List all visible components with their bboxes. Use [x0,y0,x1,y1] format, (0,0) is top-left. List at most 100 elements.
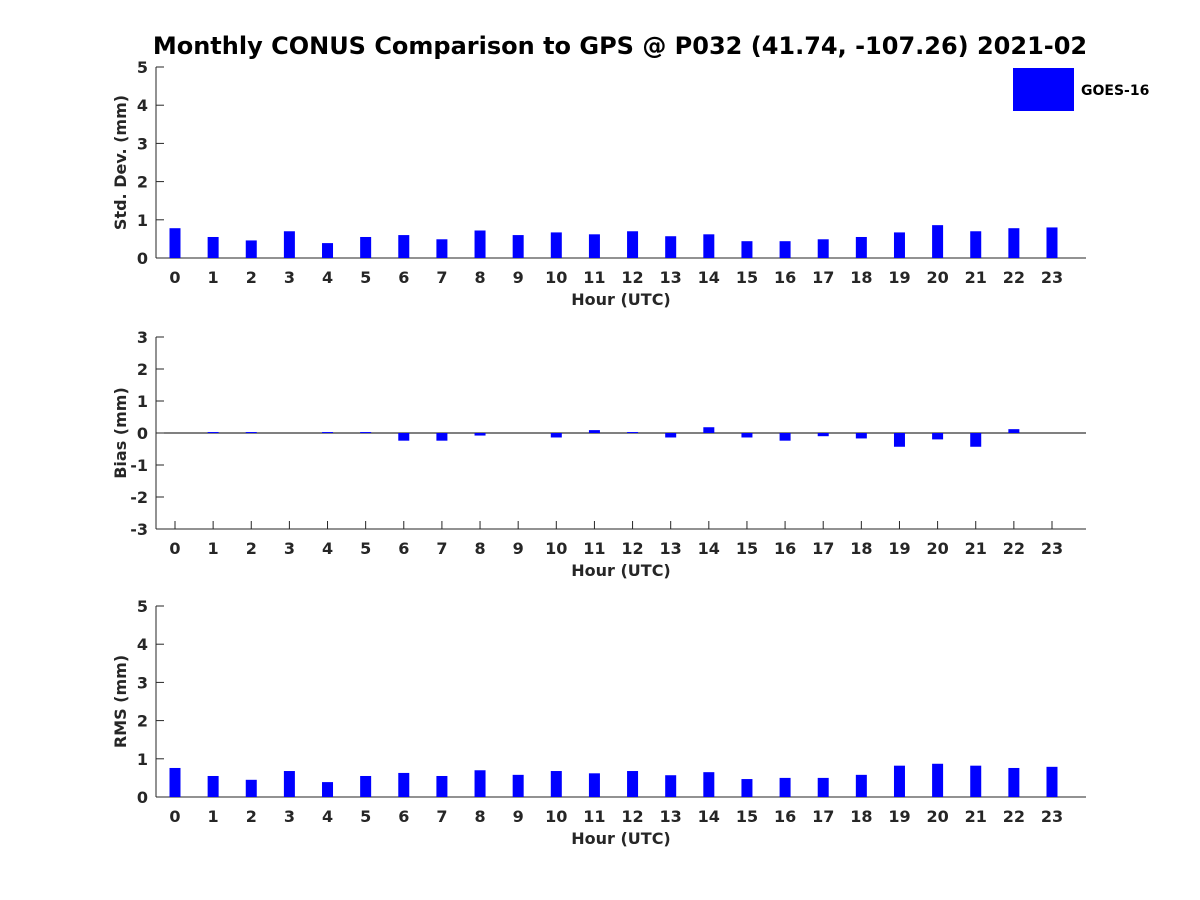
std-dev-x-tick-label: 2 [246,268,257,287]
bias-y-tick-label: 2 [137,360,148,379]
std-dev-x-tick-label: 22 [1003,268,1025,287]
rms-y-tick-label: 0 [137,788,148,807]
std-dev-x-tick-label: 5 [360,268,371,287]
std-dev-bar [1046,227,1058,258]
rms-x-tick-label: 15 [736,807,758,826]
rms-bar [1046,766,1058,797]
std-dev-x-tick-label: 17 [812,268,834,287]
std-dev-bar [245,240,257,258]
legend: GOES-16 [1013,68,1149,111]
std-dev-y-tick-label: 5 [137,58,148,77]
rms-x-tick-label: 17 [812,807,834,826]
bias-bar [627,432,639,434]
bias-x-tick-label: 14 [698,539,720,558]
rms-x-tick-label: 19 [888,807,910,826]
bias-bar [436,433,448,441]
rms-x-tick-label: 9 [513,807,524,826]
bias-bar [245,432,257,434]
rms-bar [436,775,448,797]
std-dev-bar [893,232,905,258]
rms-bar [665,775,677,797]
bias-bar [741,433,753,438]
bias-bar [703,427,715,433]
bias-x-tick-label: 2 [246,539,257,558]
rms-bar [893,765,905,797]
rms-x-tick-label: 21 [965,807,987,826]
bias-x-tick-label: 0 [169,539,180,558]
rms-bar [245,779,257,797]
legend-swatch [1013,68,1074,111]
bias-x-tick-label: 23 [1041,539,1063,558]
rms-y-tick-label: 3 [137,673,148,692]
rms-bar [322,782,334,797]
rms-x-tick-label: 16 [774,807,796,826]
rms-x-tick-label: 11 [583,807,605,826]
bias-bar [855,433,867,439]
std-dev-bar [627,231,639,258]
std-dev-x-tick-label: 9 [513,268,524,287]
std-dev-bar [741,241,753,258]
std-dev-x-tick-label: 4 [322,268,333,287]
std-dev-x-tick-label: 0 [169,268,180,287]
std-dev-bar [436,239,448,258]
bias-bar [322,432,334,434]
bias-x-tick-label: 3 [284,539,295,558]
bias-bar [665,433,677,438]
std-dev-x-tick-label: 18 [850,268,872,287]
bias-bar [970,433,982,447]
std-dev-bar [169,228,181,258]
rms-bar [550,771,562,797]
rms-x-tick-label: 5 [360,807,371,826]
rms-bar [703,772,715,797]
std-dev-x-tick-label: 14 [698,268,720,287]
bias-x-tick-label: 12 [621,539,643,558]
bias-x-tick-label: 1 [208,539,219,558]
rms-y-tick-label: 1 [137,750,148,769]
rms-y-tick-label: 4 [137,635,148,654]
rms-bar [627,771,639,797]
bias-x-tick-label: 9 [513,539,524,558]
bias-bar [779,433,791,441]
rms-bar [283,771,295,797]
std-dev-bar [550,232,562,258]
bias-y-tick-label: 1 [137,392,148,411]
rms-x-tick-label: 18 [850,807,872,826]
std-dev-y-tick-label: 4 [137,96,148,115]
std-dev-x-tick-label: 3 [284,268,295,287]
bias-y-tick-label: -1 [130,456,148,475]
std-dev-x-tick-label: 7 [436,268,447,287]
rms-bar [1008,767,1020,797]
rms-x-tick-label: 0 [169,807,180,826]
rms-x-tick-label: 13 [660,807,682,826]
bias-x-tick-label: 8 [474,539,485,558]
std-dev-x-tick-label: 23 [1041,268,1063,287]
rms-bar [932,763,944,797]
bias-x-tick-label: 19 [888,539,910,558]
std-dev-y-tick-label: 1 [137,211,148,230]
rms-bar [741,779,753,797]
std-dev-bar [855,236,867,258]
rms-x-tick-label: 2 [246,807,257,826]
rms-x-tick-label: 7 [436,807,447,826]
rms-bar [360,775,372,797]
rms-bar [855,774,867,797]
bias-bar [817,433,829,437]
rms-bar [474,770,486,797]
bias-x-tick-label: 16 [774,539,796,558]
bias-x-tick-label: 13 [660,539,682,558]
bias-x-tick-label: 5 [360,539,371,558]
rms-bar [779,777,791,797]
std-dev-x-label: Hour (UTC) [571,290,671,309]
bias-bar [207,432,219,434]
std-dev-y-tick-label: 3 [137,134,148,153]
rms-bar [970,765,982,797]
bias-x-label: Hour (UTC) [571,561,671,580]
std-dev-bar [1008,228,1020,258]
std-dev-bar [779,241,791,258]
bias-bar [398,433,410,441]
bias-bar [474,433,486,436]
rms-x-tick-label: 23 [1041,807,1063,826]
